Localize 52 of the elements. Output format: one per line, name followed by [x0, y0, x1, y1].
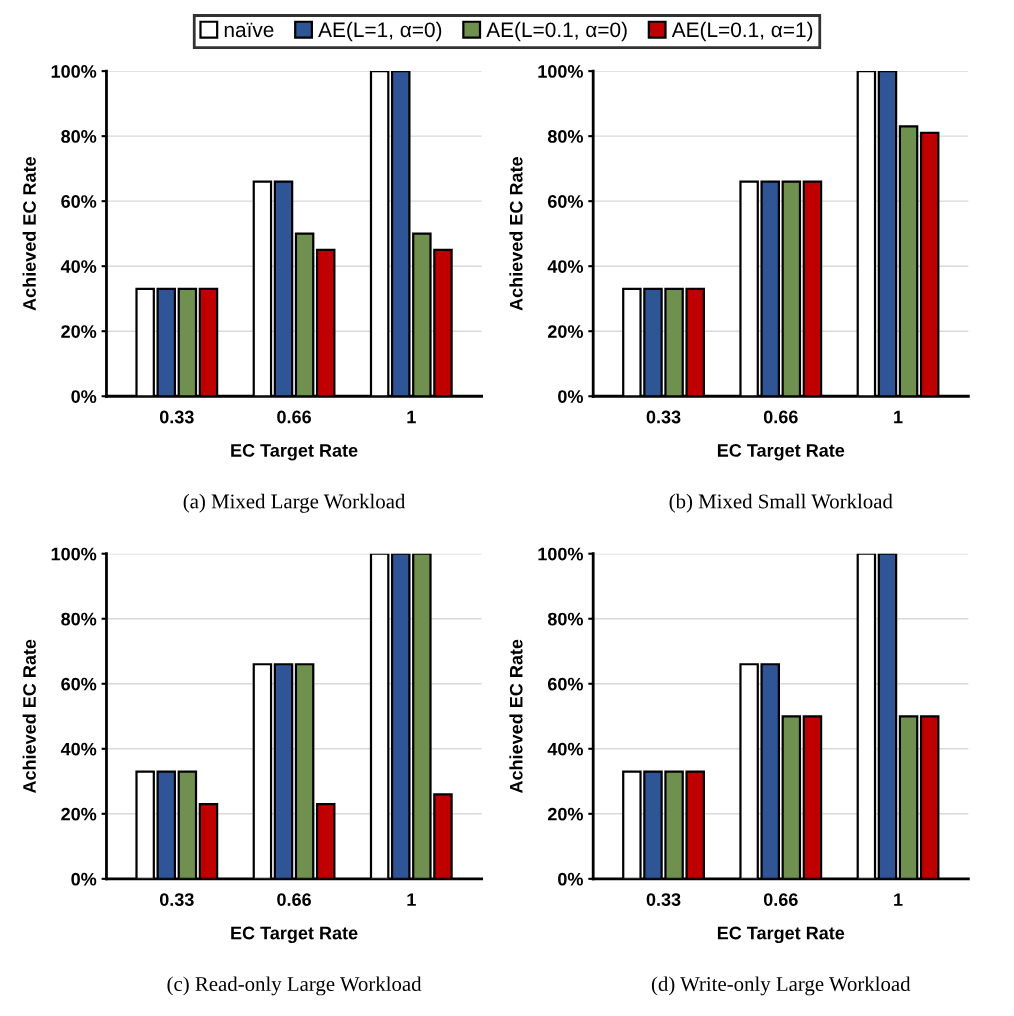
y-tick-label: 0%: [558, 872, 583, 886]
y-tick-label: 0%: [558, 390, 583, 403]
x-axis-title: EC Target Rate: [231, 444, 358, 461]
x-tick-label: 0.33: [646, 893, 681, 907]
y-tick-label: 20%: [61, 807, 97, 821]
text: (d) Write-only Large Workload: [651, 976, 911, 996]
y-axis-title: Achieved EC Rate: [22, 639, 36, 794]
y-tick-label: 100%: [51, 65, 97, 78]
y-tick-label: 20%: [547, 807, 583, 821]
y-tick-label: 0%: [71, 390, 97, 403]
x-tick-label: 1: [894, 893, 903, 906]
y-tick-label: 60%: [61, 677, 97, 691]
y-tick-label: 60%: [547, 195, 583, 208]
y-tick-label: 80%: [547, 612, 583, 626]
legend-label: AE(L=1, α=0): [318, 21, 442, 42]
legend-label: naïve: [224, 22, 274, 38]
y-axis-title: Achieved EC Rate: [22, 157, 36, 311]
x-tick-label: 1: [407, 893, 416, 906]
y-axis-title: Achieved EC Rate: [509, 639, 523, 794]
x-tick-label: 0.66: [277, 893, 311, 906]
text: (b) Mixed Small Workload: [669, 493, 893, 513]
x-tick-label: 0.33: [646, 410, 681, 424]
x-tick-label: 0.66: [763, 893, 798, 906]
y-tick-label: 80%: [61, 612, 97, 626]
x-tick-label: 0.66: [277, 410, 311, 424]
x-tick-label: 1: [407, 410, 416, 424]
y-tick-label: 40%: [60, 260, 97, 273]
y-axis-title: Achieved EC Rate: [509, 157, 523, 311]
y-tick-label: 80%: [61, 130, 97, 143]
y-tick-label: 100%: [538, 65, 583, 78]
y-tick-label: 0%: [71, 872, 97, 886]
y-tick-label: 60%: [61, 195, 97, 208]
x-axis-title: EC Target Rate: [717, 444, 845, 461]
y-tick-label: 80%: [547, 130, 583, 143]
text: (c) Read-only Large Workload: [167, 976, 422, 996]
legend-label: AE(L=0.1, α=0): [486, 21, 627, 42]
x-tick-label: 0.66: [763, 410, 798, 424]
legend-label: AE(L=0.1, α=1): [671, 21, 813, 42]
y-tick-label: 60%: [547, 677, 583, 691]
x-tick-label: 0.33: [159, 410, 194, 424]
y-tick-label: 100%: [51, 547, 97, 561]
x-tick-label: 0.33: [159, 893, 194, 907]
x-axis-title: EC Target Rate: [717, 926, 845, 944]
x-axis-title: EC Target Rate: [231, 926, 358, 944]
y-tick-label: 20%: [547, 325, 583, 338]
x-tick-label: 1: [894, 410, 903, 424]
text: (a) Mixed Large Workload: [183, 493, 406, 513]
y-tick-label: 40%: [547, 260, 583, 273]
y-tick-label: 20%: [61, 325, 97, 338]
y-tick-label: 40%: [547, 742, 583, 756]
y-tick-label: 100%: [538, 547, 583, 561]
y-tick-label: 40%: [60, 742, 97, 756]
